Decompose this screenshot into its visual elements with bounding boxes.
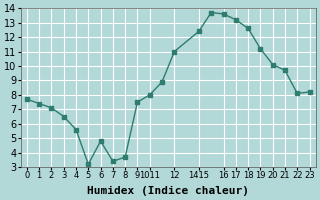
X-axis label: Humidex (Indice chaleur): Humidex (Indice chaleur) — [87, 186, 249, 196]
